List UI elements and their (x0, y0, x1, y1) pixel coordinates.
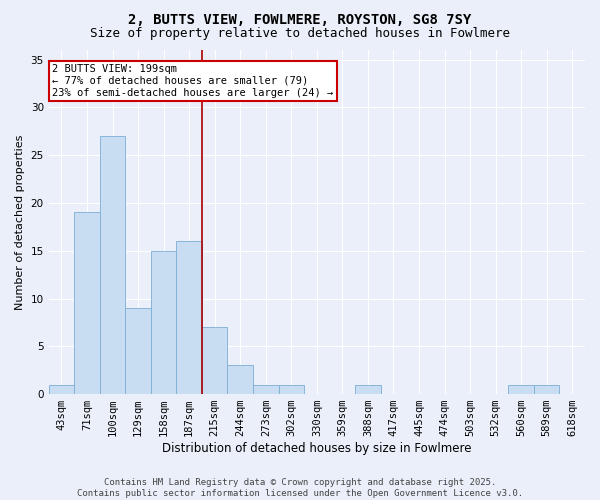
X-axis label: Distribution of detached houses by size in Fowlmere: Distribution of detached houses by size … (162, 442, 472, 455)
Bar (100, 136, 125, 394)
Bar (202, 327, 227, 394)
Bar (151, 250, 176, 394)
Bar (278, 384, 304, 394)
Bar (74, 212, 100, 394)
Text: Contains HM Land Registry data © Crown copyright and database right 2025.
Contai: Contains HM Land Registry data © Crown c… (77, 478, 523, 498)
Text: 2, BUTTS VIEW, FOWLMERE, ROYSTON, SG8 7SY: 2, BUTTS VIEW, FOWLMERE, ROYSTON, SG8 7S… (128, 12, 472, 26)
Bar (253, 384, 278, 394)
Bar (534, 384, 559, 394)
Bar (49, 384, 74, 394)
Text: 2 BUTTS VIEW: 199sqm
← 77% of detached houses are smaller (79)
23% of semi-detac: 2 BUTTS VIEW: 199sqm ← 77% of detached h… (52, 64, 334, 98)
Bar (355, 384, 380, 394)
Bar (508, 384, 534, 394)
Text: Size of property relative to detached houses in Fowlmere: Size of property relative to detached ho… (90, 28, 510, 40)
Bar (125, 308, 151, 394)
Bar (227, 366, 253, 394)
Y-axis label: Number of detached properties: Number of detached properties (15, 134, 25, 310)
Bar (176, 241, 202, 394)
